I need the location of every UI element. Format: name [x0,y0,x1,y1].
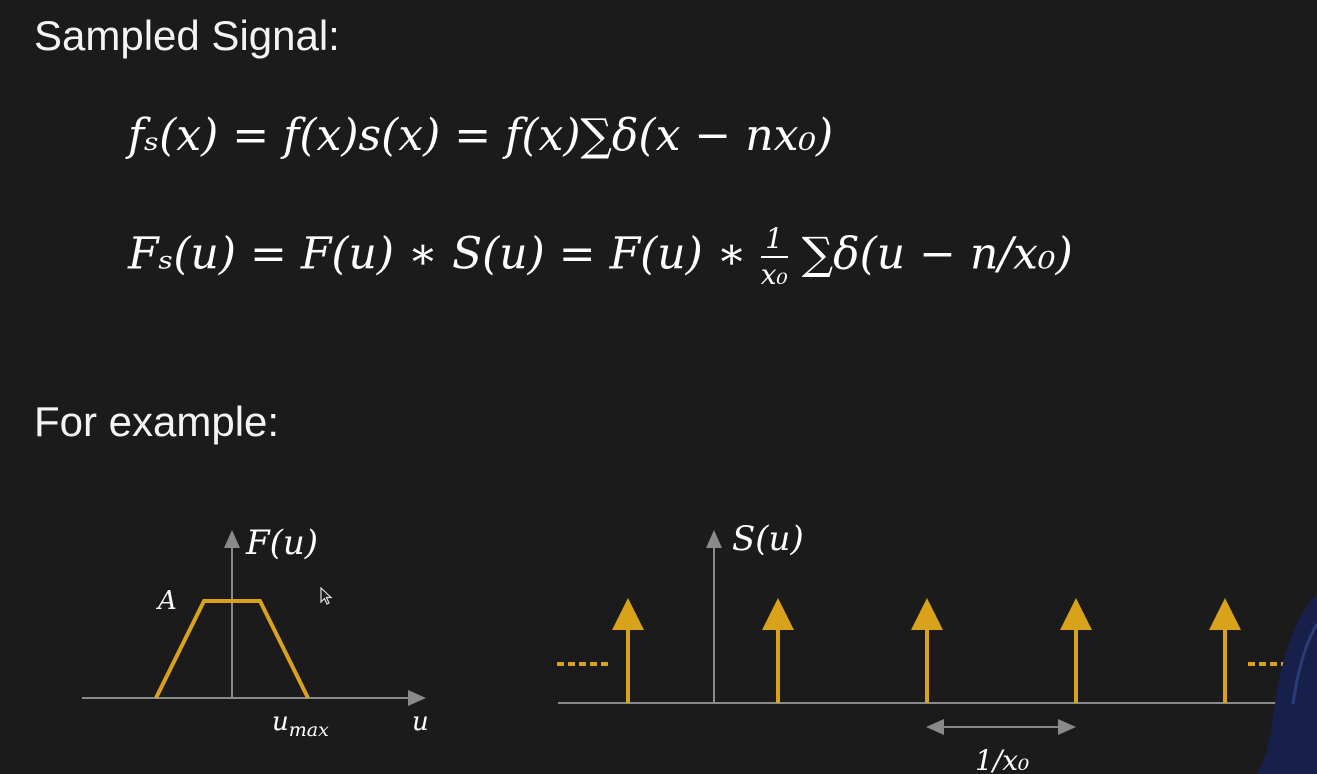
amplitude-label: A [156,586,177,616]
F-u-x-label: u [412,707,429,737]
F-u-trapezoid [154,599,310,699]
S-u-axis-label: S(u) [732,519,804,559]
plot-S-u: S(u) 1/x₀ [557,519,1317,774]
equation-Fs-u-left: Fₛ(u) = F(u) ∗ S(u) = F(u) ∗ [128,228,747,280]
presenter-silhouette [1257,594,1317,774]
equation-fs-x: fₛ(x) = f(x)s(x) = f(x)∑δ(x − nx₀) [128,110,834,161]
fraction-numerator: 1 [760,222,788,258]
fraction-denominator: x₀ [760,258,788,291]
spacing-label: 1/x₀ [975,744,1029,774]
umax-label: umax [272,707,329,741]
heading-for-example: For example: [34,398,280,445]
umax-subscript: max [289,719,329,741]
equation-Fs-u-right: ∑δ(u − n/x₀) [801,228,1073,280]
plot-F-u: F(u) A umax u [82,523,429,741]
umax-base: u [272,707,289,737]
F-u-axis-label: F(u) [245,523,318,563]
equation-Fs-u: Fₛ(u) = F(u) ∗ S(u) = F(u) ∗ 1 x₀ ∑δ(u −… [128,222,1073,292]
mouse-cursor-icon [320,587,333,605]
heading-sampled-signal: Sampled Signal: [34,12,340,59]
fraction-one-over-x0: 1 x₀ [760,222,788,292]
